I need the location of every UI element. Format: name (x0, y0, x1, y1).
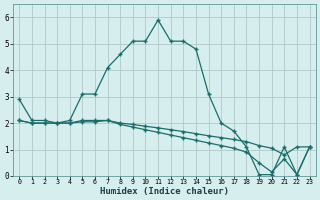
X-axis label: Humidex (Indice chaleur): Humidex (Indice chaleur) (100, 187, 229, 196)
